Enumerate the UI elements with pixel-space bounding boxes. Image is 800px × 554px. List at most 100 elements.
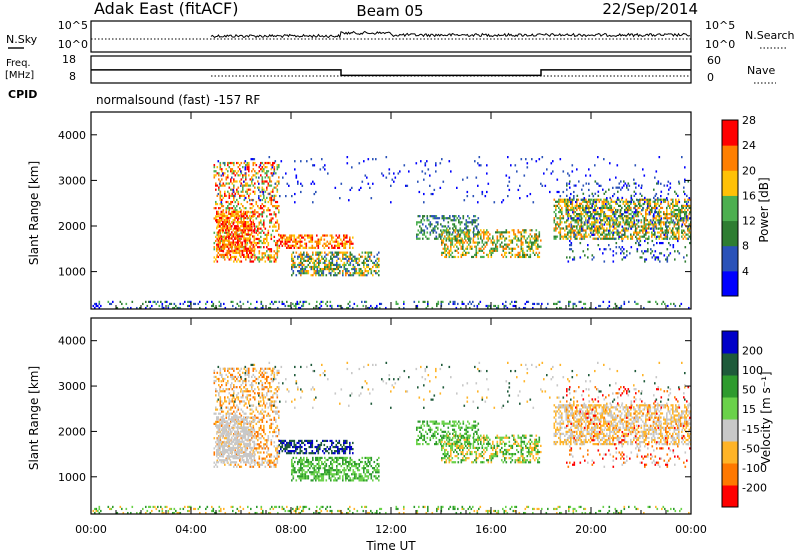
power-cell	[483, 235, 485, 238]
power-cell	[658, 156, 661, 159]
power-cell	[655, 215, 658, 218]
velocity-cell	[215, 422, 217, 426]
power-cell	[494, 304, 497, 308]
power-cell	[243, 229, 245, 232]
power-cell	[462, 253, 464, 257]
power-cell	[636, 239, 639, 243]
power-cell	[570, 233, 572, 236]
power-cell	[497, 306, 500, 309]
power-cell	[503, 304, 506, 308]
power-cell	[658, 219, 661, 222]
power-cell	[654, 231, 656, 234]
power-cell	[239, 300, 242, 303]
power-cell	[590, 213, 592, 216]
power-cell	[340, 242, 342, 245]
power-cell	[272, 163, 274, 167]
power-cell	[348, 255, 350, 258]
power-cell	[270, 217, 273, 220]
power-cell	[654, 206, 656, 210]
power-cell	[593, 217, 595, 220]
velocity-cell	[251, 416, 253, 419]
power-cell	[258, 256, 261, 259]
power-cell	[331, 263, 334, 267]
power-cell	[519, 239, 521, 242]
power-cell	[216, 194, 219, 197]
power-cell	[228, 207, 231, 210]
power-cell	[234, 174, 237, 177]
power-cell	[648, 211, 651, 214]
power-cell	[220, 304, 222, 308]
power-cell	[583, 210, 586, 214]
power-cell	[528, 243, 530, 246]
velocity-cell	[264, 457, 267, 460]
power-cell	[270, 202, 273, 206]
power-cell	[473, 227, 475, 230]
power-cell	[257, 233, 259, 236]
power-cell	[610, 231, 613, 234]
power-cell	[675, 217, 678, 220]
power-cell	[298, 306, 300, 309]
power-cell	[260, 239, 262, 243]
power-cell	[628, 208, 631, 212]
power-cell	[549, 190, 551, 194]
power-cell	[329, 304, 332, 308]
power-cell	[618, 233, 620, 236]
power-cell	[672, 198, 674, 201]
power-cell	[481, 192, 484, 196]
power-cell	[360, 255, 362, 258]
power-cell	[301, 304, 303, 308]
power-cell	[656, 256, 658, 259]
power-cell	[665, 225, 667, 228]
power-cell	[276, 168, 279, 171]
velocity-cell	[215, 394, 217, 397]
power-cell	[627, 227, 630, 230]
power-cell	[574, 225, 577, 228]
power-cell	[242, 190, 244, 193]
power-cell	[270, 219, 273, 222]
power-cell	[461, 229, 463, 232]
power-cell	[314, 246, 317, 249]
power-cell	[152, 300, 155, 303]
power-cell	[559, 231, 562, 234]
velocity-cell	[228, 408, 231, 411]
power-cell	[667, 304, 669, 308]
power-cell	[534, 243, 536, 246]
power-cell	[684, 246, 687, 249]
power-cell	[683, 256, 685, 259]
power-cell	[664, 200, 667, 203]
power-cell	[524, 302, 527, 306]
power-cell	[450, 243, 452, 246]
power-cell	[299, 234, 302, 237]
power-cell	[380, 302, 383, 306]
power-cell	[226, 249, 229, 252]
velocity-cell	[222, 414, 225, 417]
power-cell	[229, 243, 232, 246]
power-cell	[444, 217, 447, 220]
power-cell	[601, 219, 604, 222]
power-cell	[248, 161, 250, 165]
power-cell	[258, 176, 260, 179]
power-cell	[678, 217, 680, 220]
power-cell	[473, 229, 475, 232]
power-cell	[366, 274, 368, 277]
power-cell	[225, 243, 227, 246]
power-cell	[263, 237, 265, 241]
power-cell	[600, 237, 602, 240]
power-cell	[355, 261, 358, 265]
power-cell	[310, 255, 313, 258]
power-cell	[520, 235, 523, 238]
power-cell	[231, 212, 233, 215]
power-cell	[644, 200, 646, 204]
velocity-cell	[263, 461, 265, 464]
power-cell	[516, 243, 518, 246]
power-cell	[468, 231, 470, 234]
power-cell	[232, 233, 235, 236]
power-cell	[219, 163, 222, 167]
power-cell	[216, 220, 218, 224]
power-cell	[321, 158, 323, 161]
velocity-cell	[264, 404, 267, 407]
power-cell	[507, 194, 509, 198]
power-cell	[275, 172, 277, 175]
power-cell	[487, 306, 489, 309]
power-cell	[155, 302, 158, 306]
